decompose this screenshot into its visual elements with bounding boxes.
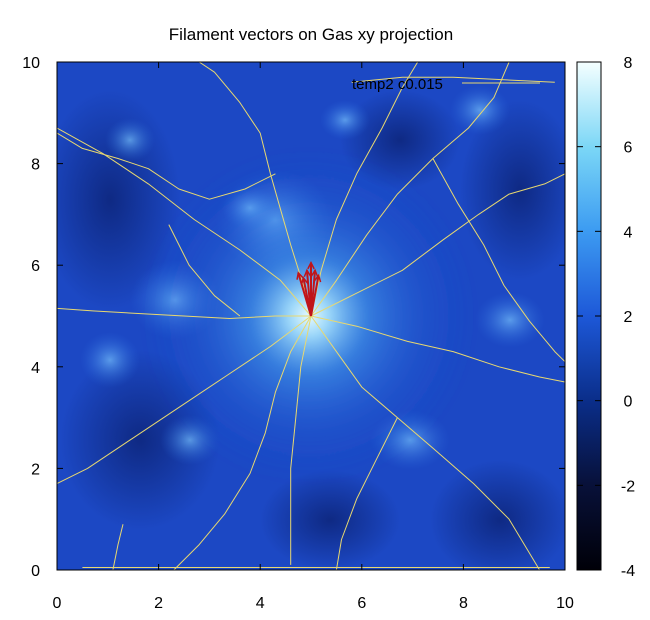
filament-line <box>57 127 312 317</box>
vector-arrowhead <box>296 271 304 280</box>
chart-title: Filament vectors on Gas xy projection <box>169 25 453 44</box>
filament-line <box>290 315 312 565</box>
filament-line <box>310 62 419 317</box>
y-tick-label: 2 <box>31 461 40 478</box>
colorbar: -4 -2 0 2 4 6 8 <box>576 55 635 580</box>
x-axis: 0 2 4 6 8 10 <box>53 62 574 612</box>
vector-arrowhead <box>310 268 319 278</box>
filament-line <box>173 315 312 570</box>
colorbar-tick-label: 0 <box>624 394 633 411</box>
vector-arrowhead <box>313 273 322 283</box>
y-tick-label: 8 <box>31 157 40 174</box>
filament-line <box>57 315 312 485</box>
x-tick-label: 10 <box>556 595 574 612</box>
filament-line <box>57 307 311 319</box>
y-tick-label: 10 <box>22 55 40 72</box>
filament-vectors <box>296 261 322 317</box>
plot-frame <box>56 61 566 571</box>
x-tick-label: 2 <box>154 595 163 612</box>
colorbar-tick-label: -2 <box>621 478 635 495</box>
filament-line <box>198 62 312 317</box>
y-tick-label: 6 <box>31 258 40 275</box>
filament-line <box>112 524 124 570</box>
vector-arrowhead <box>307 261 315 270</box>
filament-vector <box>310 275 320 317</box>
filament-line <box>432 158 565 363</box>
filament-line <box>310 173 565 317</box>
y-tick-label: 0 <box>31 563 40 580</box>
filament-line <box>310 315 541 570</box>
filament-line <box>310 315 565 383</box>
filament-line <box>168 224 241 317</box>
colorbar-ticks: -4 -2 0 2 4 6 8 <box>577 55 635 580</box>
filament-line <box>351 76 555 83</box>
filament-vector <box>297 272 312 317</box>
x-tick-label: 4 <box>256 595 265 612</box>
colorbar-tick-label: 2 <box>624 309 633 326</box>
x-tick-label: 8 <box>459 595 468 612</box>
plot-annotation: temp2 c0.015 <box>352 76 443 93</box>
colorbar-tick-label: 6 <box>624 140 633 157</box>
x-tick-label: 6 <box>357 595 366 612</box>
y-axis: 0 2 4 6 8 10 <box>22 55 565 580</box>
y-tick-label: 4 <box>31 360 40 377</box>
x-tick-label: 0 <box>53 595 62 612</box>
filament-lines <box>57 62 565 570</box>
filament-line <box>57 132 276 200</box>
colorbar-tick-label: 8 <box>624 55 633 72</box>
colorbar-tick-label: 4 <box>624 224 633 241</box>
vector-arrowhead <box>303 268 312 278</box>
heatmap-dark-regions <box>57 90 565 570</box>
heatmap-field <box>57 62 565 570</box>
filament-line <box>335 417 398 570</box>
colorbar-tick-label: -4 <box>621 563 635 580</box>
filament-line <box>310 62 510 317</box>
